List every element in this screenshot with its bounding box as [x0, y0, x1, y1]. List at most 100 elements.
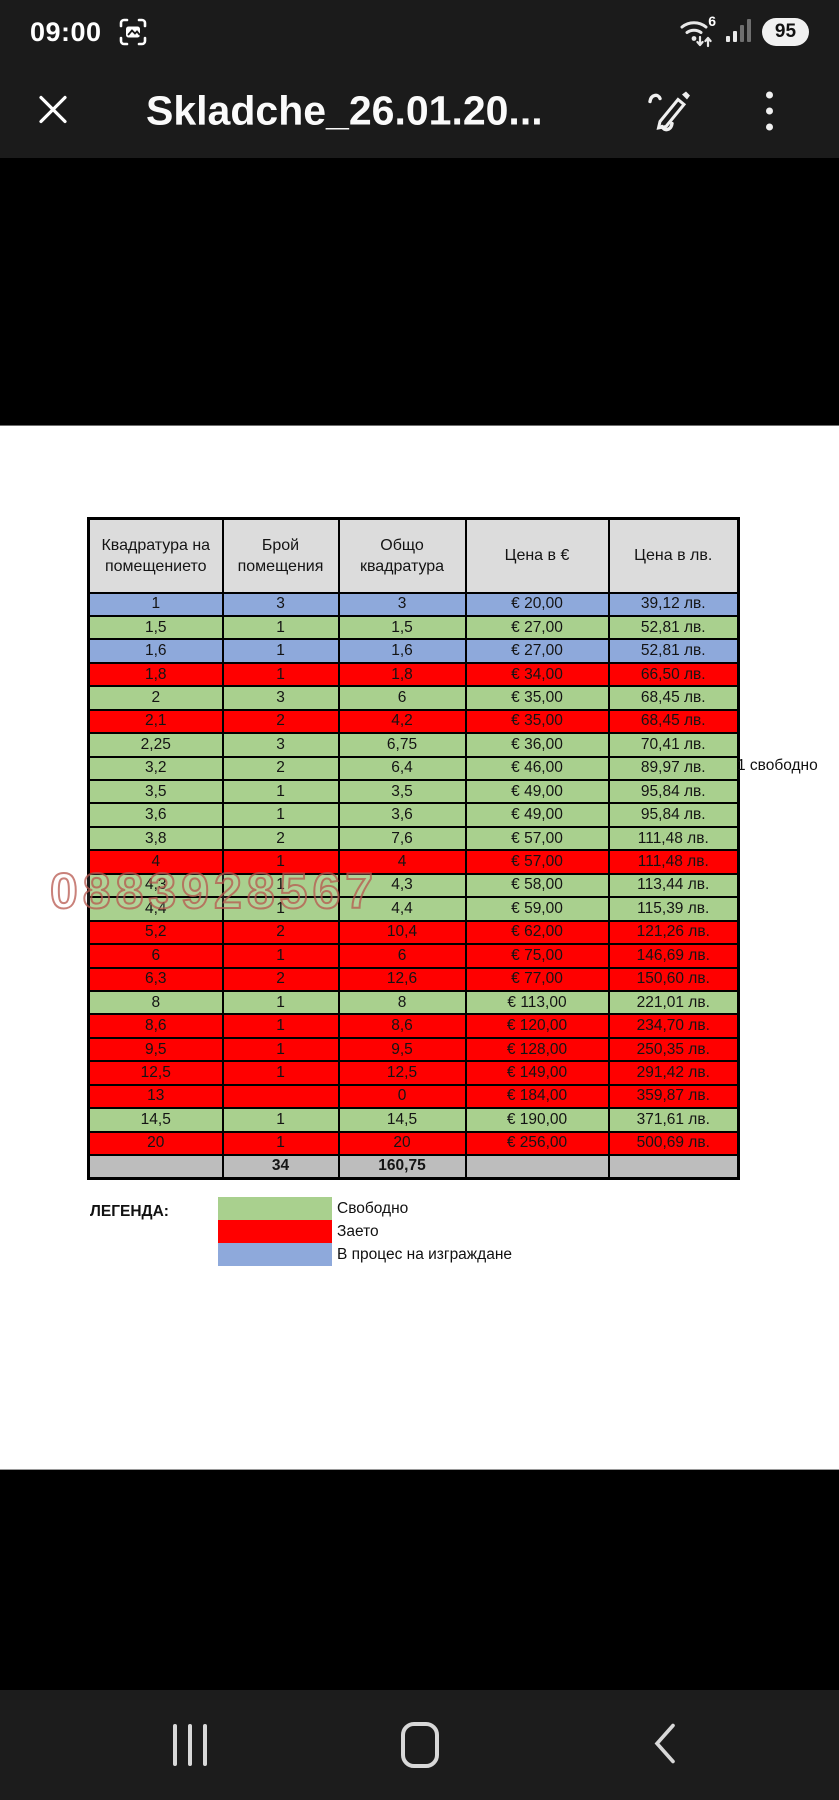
cell: 1 [221, 638, 340, 664]
cell: 10,4 [337, 919, 467, 946]
menu-button[interactable] [766, 91, 773, 131]
cell: 4,4 [337, 896, 467, 922]
table-row: 12,5 1 12,5 € 149,00 291,42 лв. [87, 1060, 740, 1086]
cell: 150,60 лв. [607, 966, 740, 992]
cell: 6 [87, 943, 224, 969]
cell: 1 [221, 1036, 340, 1063]
cell: 89,97 лв. [607, 755, 740, 782]
cell: € 20,00 [464, 591, 610, 617]
cell: 3 [221, 591, 340, 617]
total-cell [87, 1153, 224, 1180]
cell: € 58,00 [464, 872, 610, 899]
cell: 68,45 лв. [607, 685, 740, 711]
cell: 1 [221, 778, 340, 805]
total-cell: 160,75 [337, 1153, 467, 1180]
cell: 234,70 лв. [607, 1013, 740, 1039]
photo-view[interactable]: Квадратура на помещението Брой помещения О… [0, 425, 839, 1470]
cell: 1,8 [337, 661, 467, 688]
cell: 2 [221, 825, 340, 852]
table-row: 4,3 1 4,3 € 58,00 113,44 лв. [87, 872, 740, 899]
cell: € 27,00 [464, 638, 610, 664]
edit-pencil-icon [642, 84, 694, 139]
column-header: Цена в € [464, 517, 610, 594]
edit-button[interactable] [642, 84, 694, 139]
cell: 6 [337, 685, 467, 711]
cell: € 36,00 [464, 732, 610, 758]
table-row: 13 0 € 184,00 359,87 лв. [87, 1083, 740, 1110]
total-cell [464, 1153, 610, 1180]
table-row: 3,2 2 6,4 € 46,00 89,97 лв. [87, 755, 740, 782]
cell: 20 [87, 1130, 224, 1157]
cell: 3,6 [337, 802, 467, 828]
cell: 3,5 [337, 778, 467, 805]
recents-button[interactable] [173, 1724, 207, 1766]
home-icon [401, 1722, 439, 1768]
close-button[interactable] [34, 91, 72, 132]
page-title: Skladche_26.01.20... [146, 87, 543, 134]
cell: 1 [221, 943, 340, 969]
cell: 1 [221, 661, 340, 688]
legend-title: ЛЕГЕНДА: [90, 1203, 169, 1220]
cell: 1 [221, 1107, 340, 1133]
cell: € 149,00 [464, 1060, 610, 1086]
cell: € 256,00 [464, 1130, 610, 1157]
home-button[interactable] [401, 1722, 439, 1768]
cell: 4 [87, 849, 224, 875]
legend-swatch [218, 1243, 332, 1266]
table-row: 6 1 6 € 75,00 146,69 лв. [87, 943, 740, 969]
cell: 500,69 лв. [607, 1130, 740, 1157]
cell [221, 1083, 340, 1110]
cell: € 62,00 [464, 919, 610, 946]
legend-rows: Свободно Заето В процес на изграждане [218, 1197, 512, 1266]
cell: € 75,00 [464, 943, 610, 969]
table-row: 8 1 8 € 113,00 221,01 лв. [87, 989, 740, 1016]
cell: 2 [221, 919, 340, 946]
clock: 09:00 [30, 16, 102, 47]
column-header: Цена в лв. [607, 517, 740, 594]
cell: 9,5 [337, 1036, 467, 1063]
legend-item: Свободно [218, 1197, 512, 1220]
cell: € 35,00 [464, 708, 610, 735]
cell: 1 [221, 614, 340, 641]
cell: 3 [221, 732, 340, 758]
header-row: Квадратура на помещението Брой помещения О… [87, 517, 740, 594]
wifi-gen-label: 6 [708, 13, 716, 29]
cell: 20 [337, 1130, 467, 1157]
cell: 6 [337, 943, 467, 969]
table-row: 14,5 1 14,5 € 190,00 371,61 лв. [87, 1107, 740, 1133]
cell: € 49,00 [464, 778, 610, 805]
back-button[interactable] [651, 1722, 679, 1769]
cell: 2,25 [87, 732, 224, 758]
cell: 14,5 [337, 1107, 467, 1133]
cell: 3,2 [87, 755, 224, 782]
cell: € 27,00 [464, 614, 610, 641]
table-row: 4 1 4 € 57,00 111,48 лв. [87, 849, 740, 875]
free-note: 1 свободно [737, 757, 818, 774]
cell: 111,48 лв. [607, 849, 740, 875]
cell: 3,6 [87, 802, 224, 828]
cell: 1 [221, 849, 340, 875]
cell: 5,2 [87, 919, 224, 946]
cell: 14,5 [87, 1107, 224, 1133]
cell: 221,01 лв. [607, 989, 740, 1016]
cell: 8 [87, 989, 224, 1016]
table-row: 1,5 1 1,5 € 27,00 52,81 лв. [87, 614, 740, 641]
cell: 1 [221, 896, 340, 922]
cell: 1,6 [337, 638, 467, 664]
cell: € 57,00 [464, 849, 610, 875]
screenshot-icon [118, 17, 148, 47]
cell: 12,5 [337, 1060, 467, 1086]
table-row: 2 3 6 € 35,00 68,45 лв. [87, 685, 740, 711]
cell: 2 [221, 966, 340, 992]
cell: 3,5 [87, 778, 224, 805]
cell: 1,8 [87, 661, 224, 688]
cell: 9,5 [87, 1036, 224, 1063]
legend-item: В процес на изграждане [218, 1243, 512, 1266]
cell: 4,3 [337, 872, 467, 899]
column-header: Брой помещения [221, 517, 340, 594]
cell: 115,39 лв. [607, 896, 740, 922]
more-options-icon [766, 91, 773, 131]
table-row: 3,6 1 3,6 € 49,00 95,84 лв. [87, 802, 740, 828]
cell: € 113,00 [464, 989, 610, 1016]
